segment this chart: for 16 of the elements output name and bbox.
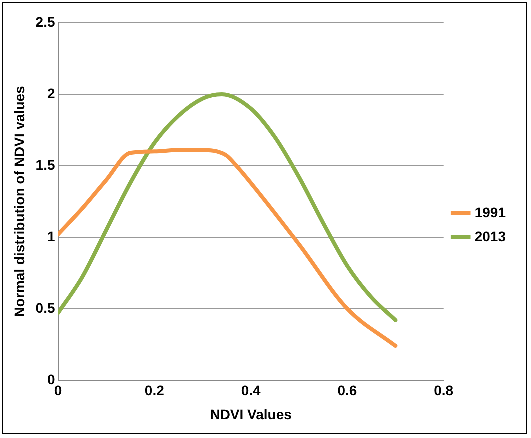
y-tick-label: 0.5 — [36, 300, 56, 316]
y-tick-label: 2.5 — [36, 14, 56, 30]
y-axis-title: Normal distribution of NDVI values — [11, 86, 28, 318]
y-tick-label: 1 — [47, 228, 56, 244]
x-tick-label: 0.2 — [144, 382, 165, 399]
x-tick-label: 0.8 — [434, 382, 454, 399]
y-tick-label: 1.5 — [36, 156, 56, 173]
y-tick-label: 0 — [47, 371, 56, 388]
x-tick-label: 0.4 — [241, 382, 261, 399]
y-tick-label: 2 — [47, 85, 56, 102]
legend-label: 1991 — [474, 204, 506, 220]
line-series — [58, 92, 398, 322]
line-series — [58, 148, 398, 348]
x-axis-title: NDVI Values — [210, 406, 292, 422]
x-tick-label: 0.6 — [338, 382, 358, 399]
legend-label: 2013 — [474, 228, 506, 244]
